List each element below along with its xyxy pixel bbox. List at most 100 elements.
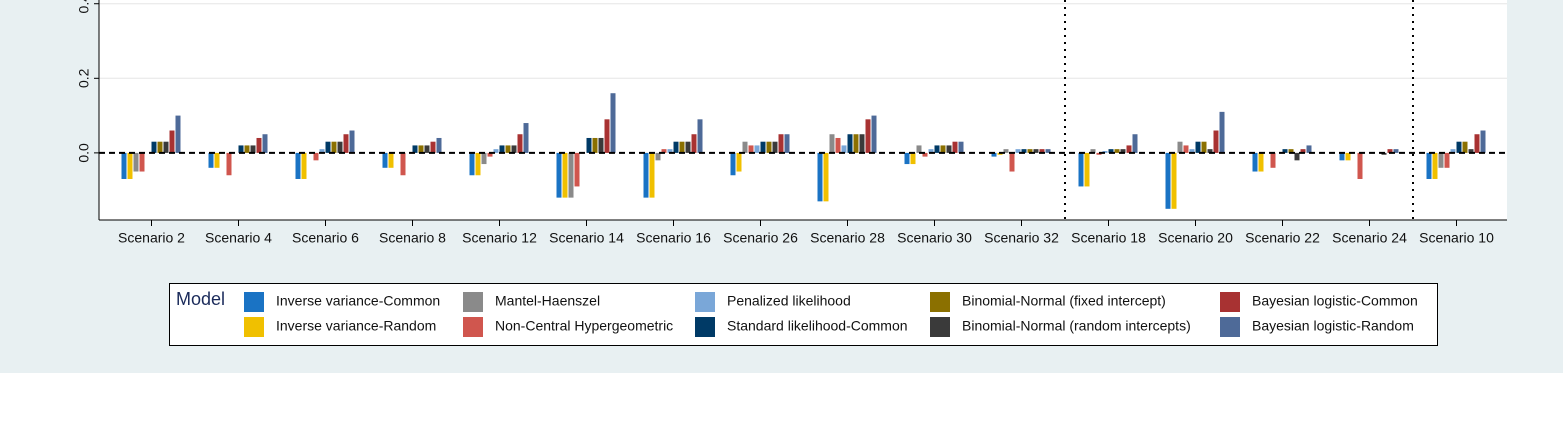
x-tick-label: Scenario 22 — [1245, 230, 1320, 246]
x-tick-label: Scenario 32 — [984, 230, 1059, 246]
x-tick-label: Scenario 4 — [205, 230, 272, 246]
bar — [1195, 141, 1201, 153]
y-tick-label: 0.0 — [76, 143, 92, 163]
bar — [1444, 152, 1450, 168]
bar — [400, 152, 406, 176]
bar — [853, 134, 859, 153]
legend-swatch — [930, 317, 950, 337]
x-tick-label: Scenario 8 — [379, 230, 446, 246]
legend-label: Bayesian logistic-Random — [1252, 318, 1414, 334]
x-tick-label: Scenario 26 — [723, 230, 798, 246]
bar — [760, 141, 766, 153]
bar — [934, 145, 940, 153]
bar — [169, 130, 175, 153]
legend-swatch — [1220, 292, 1240, 312]
legend-label: Inverse variance-Common — [276, 293, 440, 309]
bar — [1450, 149, 1456, 153]
bar — [649, 152, 655, 198]
bar — [250, 145, 256, 153]
bar — [742, 141, 748, 153]
x-tick-label: Scenario 14 — [549, 230, 624, 246]
bar — [556, 152, 562, 198]
x-tick-label: Scenario 12 — [462, 230, 537, 246]
legend-swatch — [1220, 317, 1240, 337]
bar — [1345, 152, 1351, 161]
legend-label: Binomial-Normal (fixed intercept) — [962, 293, 1166, 309]
bar — [823, 152, 829, 202]
bar — [127, 152, 133, 179]
bar — [946, 145, 952, 153]
legend-swatch — [695, 292, 715, 312]
bar — [319, 149, 325, 153]
bar — [1114, 149, 1120, 153]
bar — [1108, 149, 1114, 153]
x-tick-label: Scenario 28 — [810, 230, 885, 246]
bar — [1288, 149, 1294, 153]
y-tick-label: 0.2 — [76, 68, 92, 88]
bar — [337, 141, 343, 153]
bar — [430, 141, 436, 153]
legend-swatch — [930, 292, 950, 312]
bar — [1462, 141, 1468, 153]
bar — [163, 141, 169, 153]
bar — [1432, 152, 1438, 179]
bar — [511, 145, 517, 153]
bar — [226, 152, 232, 176]
bar — [691, 134, 697, 153]
bar — [1393, 149, 1399, 153]
bar — [1480, 130, 1486, 153]
legend-label: Standard likelihood-Common — [727, 318, 908, 334]
bar — [754, 145, 760, 153]
bar — [835, 137, 841, 153]
bar — [295, 152, 301, 179]
bar — [784, 134, 790, 153]
bar — [904, 152, 910, 165]
bar — [817, 152, 823, 202]
x-tick-label: Scenario 16 — [636, 230, 711, 246]
bar — [523, 123, 529, 153]
bar — [1468, 149, 1474, 153]
x-tick-label: Scenario 18 — [1071, 230, 1146, 246]
bar — [493, 149, 499, 153]
legend-swatch — [244, 317, 264, 337]
bar — [436, 137, 442, 153]
bar — [1126, 145, 1132, 153]
bar — [487, 152, 493, 157]
bar — [214, 152, 220, 168]
plot-area — [99, 0, 1507, 220]
bar — [175, 115, 181, 153]
bar — [481, 152, 487, 165]
bar — [1045, 149, 1051, 153]
legend-title: Model — [176, 289, 225, 309]
bar — [1474, 134, 1480, 153]
bar — [778, 134, 784, 153]
bar — [412, 145, 418, 153]
x-tick-label: Scenario 30 — [897, 230, 972, 246]
bar — [871, 115, 877, 153]
legend-swatch — [463, 317, 483, 337]
bar — [349, 130, 355, 153]
bar — [730, 152, 736, 176]
bar — [679, 141, 685, 153]
bar — [685, 141, 691, 153]
bar — [673, 141, 679, 153]
bar — [592, 137, 598, 153]
bar — [1282, 149, 1288, 153]
bar — [772, 141, 778, 153]
bar — [1357, 152, 1363, 179]
bar — [469, 152, 475, 176]
x-tick-label: Scenario 10 — [1419, 230, 1494, 246]
x-tick-label: Scenario 20 — [1158, 230, 1233, 246]
bar — [1171, 152, 1177, 209]
bar — [475, 152, 481, 176]
bar — [1120, 149, 1126, 153]
bar — [1339, 152, 1345, 161]
bar — [736, 152, 742, 172]
bar — [1207, 149, 1213, 153]
bar — [1183, 145, 1189, 153]
bar — [952, 141, 958, 153]
bar — [313, 152, 319, 161]
bar — [1009, 152, 1015, 172]
bar — [331, 141, 337, 153]
bar — [1426, 152, 1432, 179]
